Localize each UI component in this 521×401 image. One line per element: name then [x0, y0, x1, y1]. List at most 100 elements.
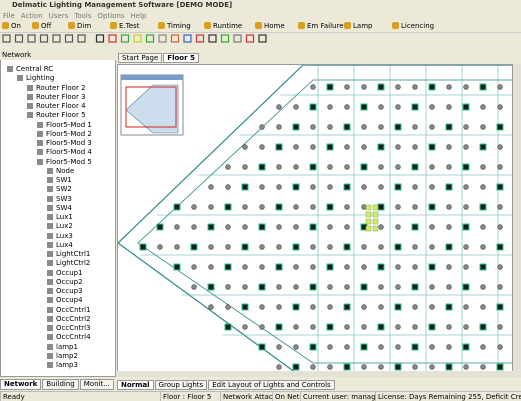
luminaire[interactable] [360, 163, 368, 171]
lamp[interactable] [429, 104, 435, 110]
lamp[interactable] [480, 284, 486, 290]
tree-item[interactable]: Lighting [17, 74, 54, 83]
luminaire[interactable] [411, 223, 419, 231]
tree-item[interactable]: Floor5-Mod 3 [37, 139, 92, 148]
lamp[interactable] [361, 364, 367, 370]
lamp[interactable] [446, 164, 452, 170]
lamp[interactable] [361, 124, 367, 130]
toolbar-button[interactable]: Timing [158, 20, 191, 32]
lamp[interactable] [293, 204, 299, 210]
lamp[interactable] [208, 204, 214, 210]
luminaire[interactable] [479, 203, 487, 211]
lamp[interactable] [395, 144, 401, 150]
lamp[interactable] [208, 244, 214, 250]
toolbar-icon[interactable] [170, 34, 180, 43]
lamp[interactable] [327, 104, 333, 110]
tree-item[interactable]: SW3 [47, 195, 72, 204]
luminaire[interactable] [428, 203, 436, 211]
lamp[interactable] [429, 164, 435, 170]
lamp[interactable] [480, 184, 486, 190]
luminaire[interactable] [309, 103, 317, 111]
lamp[interactable] [497, 204, 503, 210]
lamp[interactable] [310, 244, 316, 250]
tree-item[interactable]: Lux2 [47, 222, 73, 231]
lamp[interactable] [276, 124, 282, 130]
tree-item[interactable]: Occup2 [47, 278, 83, 287]
panel-tab[interactable]: Monit... [79, 379, 114, 390]
lamp[interactable] [327, 164, 333, 170]
luminaire[interactable] [241, 303, 249, 311]
lamp[interactable] [361, 204, 367, 210]
lamp[interactable] [361, 304, 367, 310]
lamp[interactable] [378, 284, 384, 290]
lamp[interactable] [293, 144, 299, 150]
lamp[interactable] [361, 264, 367, 270]
toolbar-icon[interactable] [77, 34, 86, 43]
luminaire[interactable] [394, 123, 402, 131]
luminaire[interactable] [224, 323, 232, 331]
lamp[interactable] [293, 224, 299, 230]
tree-item[interactable]: OccCntrl3 [47, 324, 91, 333]
lamp[interactable] [446, 144, 452, 150]
lamp[interactable] [412, 144, 418, 150]
luminaire[interactable] [496, 183, 504, 191]
luminaire[interactable] [292, 243, 300, 251]
lamp[interactable] [497, 104, 503, 110]
toolbar-button[interactable]: Em Failure [298, 20, 344, 32]
menu-item[interactable]: Action [20, 12, 43, 20]
lamp[interactable] [378, 344, 384, 350]
lamp[interactable] [293, 344, 299, 350]
luminaire[interactable] [326, 143, 334, 151]
lamp[interactable] [463, 264, 469, 270]
lamp[interactable] [293, 104, 299, 110]
luminaire[interactable] [224, 203, 232, 211]
lamp[interactable] [310, 124, 316, 130]
luminaire[interactable] [377, 203, 385, 211]
luminaire[interactable] [360, 103, 368, 111]
tree-item[interactable]: SW2 [47, 185, 72, 194]
lamp[interactable] [429, 224, 435, 230]
luminaire[interactable] [428, 323, 436, 331]
lamp[interactable] [497, 224, 503, 230]
luminaire[interactable] [275, 323, 283, 331]
menu-item[interactable]: File [3, 12, 15, 20]
lamp[interactable] [327, 364, 333, 370]
luminaire[interactable] [377, 263, 385, 271]
luminaire[interactable] [224, 263, 232, 271]
tree-item[interactable]: Floor5-Mod 5 [37, 158, 92, 167]
lamp[interactable] [378, 364, 384, 370]
lamp[interactable] [259, 324, 265, 330]
tree-item[interactable]: SW1 [47, 176, 72, 185]
tree-item[interactable]: Router Floor 3 [27, 93, 86, 102]
lamp[interactable] [497, 344, 503, 350]
lamp[interactable] [429, 344, 435, 350]
menu-item[interactable]: Help [130, 12, 147, 20]
luminaire[interactable] [496, 363, 504, 371]
luminaire[interactable] [292, 183, 300, 191]
lamp[interactable] [191, 204, 197, 210]
lamp[interactable] [497, 84, 503, 90]
lamp[interactable] [344, 204, 350, 210]
lamp[interactable] [361, 84, 367, 90]
luminaire[interactable] [462, 103, 470, 111]
luminaire[interactable] [479, 263, 487, 271]
lamp[interactable] [429, 184, 435, 190]
lamp[interactable] [344, 144, 350, 150]
lamp[interactable] [395, 164, 401, 170]
luminaire[interactable] [462, 283, 470, 291]
lamp[interactable] [378, 224, 384, 230]
lamp[interactable] [412, 304, 418, 310]
lamp[interactable] [259, 124, 265, 130]
toolbar-icon[interactable] [52, 34, 61, 43]
overview-viewport[interactable] [125, 86, 177, 128]
toolbar-button[interactable]: E.Test [110, 20, 139, 32]
lamp[interactable] [412, 324, 418, 330]
toolbar-icon[interactable] [120, 34, 130, 43]
luminaire[interactable] [496, 243, 504, 251]
lamp[interactable] [429, 304, 435, 310]
lamp[interactable] [242, 224, 248, 230]
lamp[interactable] [412, 84, 418, 90]
lamp[interactable] [395, 264, 401, 270]
selected-lamp[interactable] [365, 204, 372, 211]
tree-item[interactable]: Occup4 [47, 296, 83, 305]
